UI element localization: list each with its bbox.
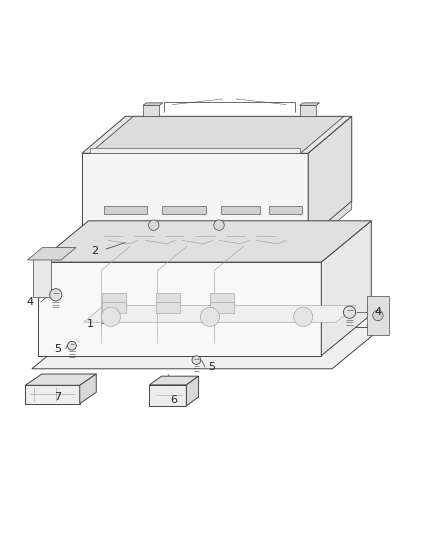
Circle shape (373, 310, 383, 321)
Text: 1: 1 (87, 319, 94, 329)
Polygon shape (186, 376, 198, 406)
Polygon shape (84, 305, 356, 322)
Circle shape (192, 356, 201, 365)
Circle shape (343, 306, 356, 318)
Circle shape (148, 220, 159, 230)
Polygon shape (90, 148, 300, 154)
Circle shape (67, 341, 76, 350)
Polygon shape (25, 385, 80, 403)
Polygon shape (221, 206, 260, 214)
Text: 7: 7 (54, 392, 61, 402)
Circle shape (214, 220, 224, 230)
Polygon shape (300, 106, 316, 116)
Circle shape (293, 308, 313, 326)
Polygon shape (25, 374, 96, 385)
Polygon shape (308, 201, 352, 246)
Polygon shape (28, 247, 76, 260)
Polygon shape (102, 293, 126, 304)
Circle shape (200, 308, 219, 326)
Polygon shape (33, 258, 50, 297)
Polygon shape (90, 116, 344, 154)
Polygon shape (102, 302, 126, 313)
Polygon shape (32, 327, 382, 369)
Polygon shape (308, 116, 352, 238)
Text: 5: 5 (208, 362, 215, 373)
Text: 2: 2 (92, 246, 99, 256)
Polygon shape (149, 385, 186, 406)
Polygon shape (82, 154, 308, 238)
Polygon shape (162, 206, 206, 214)
Polygon shape (269, 206, 302, 214)
Polygon shape (82, 116, 352, 154)
Polygon shape (156, 302, 180, 313)
Polygon shape (156, 293, 180, 304)
Text: 6: 6 (170, 395, 177, 405)
Polygon shape (39, 262, 321, 356)
Polygon shape (80, 374, 96, 403)
Text: 5: 5 (54, 344, 61, 354)
Polygon shape (143, 106, 159, 116)
Polygon shape (300, 103, 320, 106)
Circle shape (101, 308, 120, 326)
Polygon shape (104, 206, 147, 214)
Polygon shape (321, 221, 371, 356)
Polygon shape (39, 221, 371, 262)
Polygon shape (367, 296, 389, 335)
Polygon shape (149, 376, 198, 385)
Text: 4: 4 (374, 307, 381, 317)
Polygon shape (143, 103, 163, 106)
Text: 4: 4 (26, 297, 33, 307)
Polygon shape (82, 238, 308, 246)
Polygon shape (210, 293, 234, 304)
Circle shape (49, 289, 62, 301)
Polygon shape (210, 302, 234, 313)
